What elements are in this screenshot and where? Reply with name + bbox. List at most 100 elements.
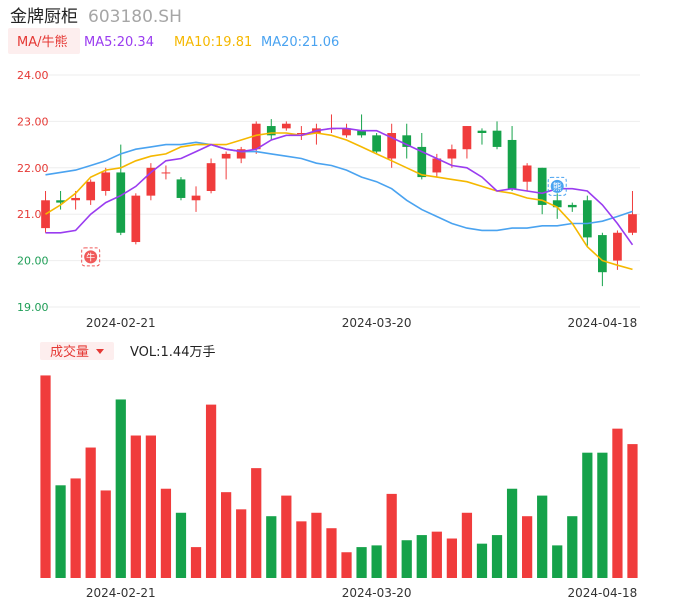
candle-body — [251, 123, 261, 150]
volume-bar — [311, 512, 322, 578]
ma5-line — [45, 127, 634, 246]
volume-bar — [100, 490, 111, 578]
bear-marker-frame — [547, 176, 567, 196]
chevron-down-icon — [96, 349, 104, 354]
volume-bar — [416, 535, 427, 578]
volume-bar — [205, 404, 217, 578]
volume-bar — [431, 531, 442, 578]
volume-bar — [251, 468, 262, 578]
volume-bar — [597, 452, 608, 578]
candlestick-series — [41, 114, 637, 287]
bull-marker-frame — [81, 247, 101, 267]
candle-body — [613, 232, 622, 261]
volume-bar — [552, 545, 563, 578]
candle-body — [56, 200, 65, 203]
ma20-line — [45, 141, 633, 232]
ma-button-bg — [8, 28, 80, 54]
candle-body — [161, 172, 171, 174]
volume-bar — [476, 543, 488, 578]
candle-body — [191, 195, 201, 201]
volume-bar — [266, 516, 277, 578]
y-tick-label: 23.00 — [17, 115, 49, 128]
x-tick-label: 2024-04-18 — [568, 316, 638, 330]
candle-body — [567, 204, 577, 208]
candle-body — [357, 130, 366, 136]
volume-button-label: 成交量 — [50, 344, 89, 360]
volume-bar — [506, 488, 518, 578]
bull-marker-label: 牛 — [86, 251, 95, 263]
volume-bar — [522, 516, 533, 578]
x-tick-label: 2024-02-21 — [86, 586, 156, 600]
volume-bar — [175, 512, 187, 578]
candle-body — [342, 128, 351, 136]
volume-bar — [582, 452, 593, 578]
candle-body — [477, 130, 487, 133]
candle-body — [552, 200, 562, 208]
y-tick-label: 19.00 — [17, 301, 49, 314]
candle-body — [101, 172, 111, 191]
volume-bar — [160, 488, 172, 578]
volume-bar — [326, 528, 337, 578]
candle-body — [221, 153, 231, 159]
candle-body — [176, 179, 186, 198]
candle-body — [86, 181, 96, 201]
volume-bar — [85, 447, 96, 578]
volume-bar — [401, 540, 412, 578]
volume-bar — [612, 428, 623, 578]
volume-bar — [491, 535, 503, 578]
ma20-legend: MA20:21.06 — [261, 35, 339, 50]
volume-x-axis: 2024-02-21 2024-03-20 2024-04-18 — [86, 586, 637, 600]
stock-name: 金牌厨柜 — [10, 7, 78, 27]
volume-bar — [221, 492, 232, 578]
volume-bar — [446, 538, 457, 578]
candle-body — [507, 139, 517, 189]
candle-body — [116, 172, 126, 233]
bear-marker-label: 熊 — [553, 181, 562, 193]
y-tick-label: 22.00 — [17, 162, 49, 175]
candle-body — [131, 195, 141, 243]
stock-code: 603180.SH — [88, 7, 182, 27]
volume-bar — [341, 552, 352, 578]
ma-lines — [45, 127, 634, 271]
bull-marker: 牛 — [81, 247, 101, 267]
price-y-axis: 24.00 23.00 22.00 21.00 20.00 19.00 — [17, 69, 49, 314]
x-tick-label: 2024-04-18 — [568, 586, 638, 600]
candle-body — [281, 123, 291, 129]
candle-body — [582, 200, 592, 238]
volume-bar — [296, 521, 307, 578]
candle-body — [432, 158, 442, 173]
candle-body — [236, 149, 246, 159]
y-tick-label: 24.00 — [17, 69, 49, 82]
volume-bar — [190, 547, 202, 578]
signal-markers: 牛熊 — [81, 176, 567, 267]
volume-bar — [115, 399, 126, 578]
candle-body — [628, 214, 637, 233]
volume-button-bg — [40, 342, 114, 360]
volume-bar — [145, 435, 156, 578]
volume-bar — [461, 512, 473, 578]
candle-body — [71, 197, 80, 201]
candle-body — [492, 130, 502, 147]
candle-body — [522, 165, 532, 182]
bear-marker: 熊 — [547, 176, 567, 196]
candle-body — [266, 126, 276, 136]
ma10-line — [45, 132, 633, 271]
candle-body — [146, 167, 156, 196]
ma5-legend: MA5:20.34 — [84, 35, 154, 50]
candle-body — [537, 167, 547, 205]
price-x-axis: 2024-02-21 2024-03-20 2024-04-18 — [86, 316, 637, 330]
bear-marker-dot — [550, 179, 564, 193]
volume-indicator-button[interactable]: 成交量 — [40, 342, 114, 360]
volume-bar — [371, 545, 382, 578]
volume-value: VOL:1.44万手 — [130, 345, 215, 360]
candle-body — [206, 163, 216, 191]
y-tick-label: 20.00 — [17, 255, 49, 268]
ma10-legend: MA10:19.81 — [174, 35, 252, 50]
candle-body — [387, 133, 397, 159]
ma-toggle-button[interactable]: MA/牛熊 — [8, 28, 80, 54]
x-tick-label: 2024-02-21 — [86, 316, 156, 330]
bull-marker-dot — [84, 250, 98, 264]
volume-bar — [537, 495, 548, 578]
candle-body — [462, 126, 472, 150]
